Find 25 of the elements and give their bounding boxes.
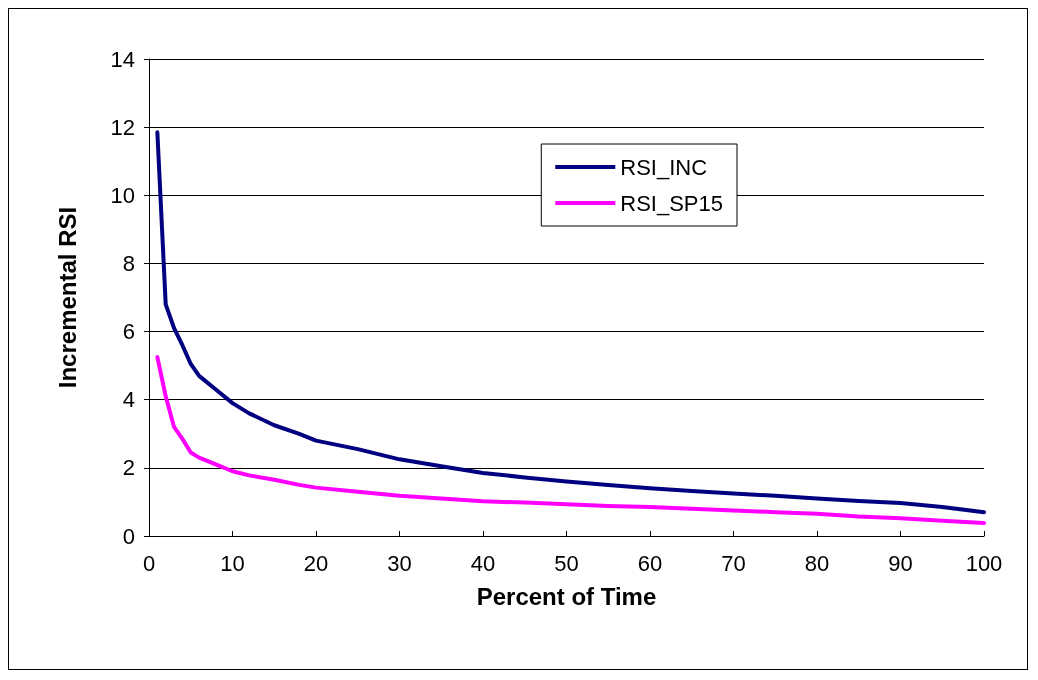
y-tick-label: 8 [122,250,135,276]
y-tick-label: 4 [122,387,135,413]
y-tick-label: 6 [122,319,135,345]
y-tick-label: 10 [110,182,135,208]
x-tick-label: 90 [888,550,913,576]
x-tick-label: 60 [637,550,663,576]
x-tick-label: 10 [220,550,245,576]
legend-label: RSI_INC [620,154,708,180]
y-axis-title: Incremental RSI [53,206,81,389]
y-tick-label: 12 [110,114,135,140]
y-tick-label: 2 [122,455,135,481]
y-tick-label: 0 [122,523,135,549]
x-tick-label: 30 [387,550,412,576]
x-tick-label: 0 [142,550,156,576]
x-tick-label: 20 [303,550,329,576]
legend-label: RSI_SP15 [620,190,724,216]
x-tick-label: 70 [721,550,746,576]
x-tick-label: 50 [554,550,579,576]
x-tick-label: 40 [470,550,496,576]
x-tick-label: 100 [965,550,1003,576]
x-tick-label: 80 [804,550,830,576]
line-series [155,130,986,515]
line-series [155,355,986,526]
x-axis-title: Percent of Time [476,582,657,610]
y-tick-label: 14 [110,46,135,72]
